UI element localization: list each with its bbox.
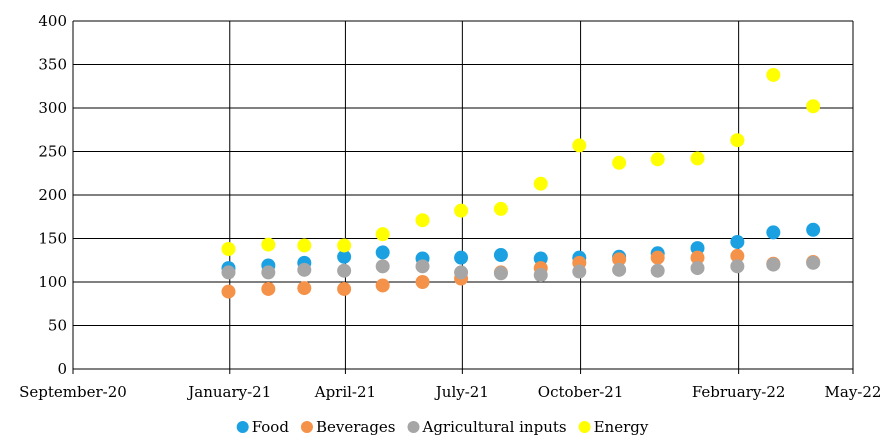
point-energy: [337, 238, 352, 253]
point-energy: [730, 133, 745, 148]
point-beverages: [221, 284, 236, 299]
point-energy: [261, 237, 276, 252]
x-tick-label: April-21: [314, 383, 376, 401]
legend: Food Beverages Agricultural inputs Energy: [236, 418, 649, 436]
point-food: [337, 249, 352, 264]
y-tick-label: 50: [48, 317, 67, 335]
point-energy: [533, 176, 548, 191]
point-beverages: [612, 252, 627, 267]
point-agricultural-inputs: [730, 259, 745, 274]
point-food: [493, 248, 508, 263]
legend-marker: [236, 421, 249, 433]
point-energy: [297, 238, 312, 253]
legend-label: Food: [252, 418, 290, 436]
point-beverages: [415, 275, 430, 289]
point-beverages: [650, 250, 665, 265]
point-energy: [493, 201, 508, 216]
legend-marker: [578, 421, 591, 433]
point-food: [730, 234, 745, 249]
point-energy: [690, 151, 705, 166]
series-agricultural-inputs: [221, 255, 821, 283]
point-food: [533, 251, 548, 266]
point-agricultural-inputs: [612, 262, 627, 277]
point-agricultural-inputs: [337, 263, 352, 278]
x-tick-label: July-21: [434, 383, 489, 401]
legend-item-agricultural-inputs: Agricultural inputs: [407, 418, 567, 436]
point-beverages: [337, 281, 352, 296]
y-tick-label: 250: [38, 143, 67, 161]
point-energy: [415, 213, 430, 228]
point-agricultural-inputs: [493, 266, 508, 281]
x-axis-tick-labels: September-20 January-21 April-21 July-21 Oct…: [19, 383, 881, 401]
point-food: [806, 222, 821, 237]
point-agricultural-inputs: [221, 265, 236, 280]
point-agricultural-inputs: [297, 262, 312, 277]
point-food: [454, 250, 469, 265]
y-axis-tick-labels: 0 50 100 150 200 250 300 350 400: [38, 12, 67, 378]
y-tick-label: 400: [38, 12, 67, 30]
point-beverages: [690, 250, 705, 265]
point-energy: [612, 155, 627, 170]
point-agricultural-inputs: [766, 257, 781, 272]
legend-item-energy: Energy: [578, 418, 649, 436]
point-beverages: [261, 281, 276, 296]
point-agricultural-inputs: [650, 263, 665, 278]
legend-item-food: Food: [236, 418, 290, 436]
point-beverages: [730, 248, 745, 263]
x-tick-label: September-20: [19, 383, 127, 401]
y-tick-label: 0: [57, 360, 67, 378]
x-tick-label: May-22: [825, 383, 882, 401]
point-food: [690, 241, 705, 256]
point-energy: [454, 203, 469, 218]
point-agricultural-inputs: [572, 264, 587, 279]
legend-item-beverages: Beverages: [300, 418, 396, 436]
point-agricultural-inputs: [806, 255, 821, 270]
x-tick-label: February-22: [692, 383, 786, 401]
y-tick-label: 350: [38, 56, 67, 74]
point-agricultural-inputs: [690, 261, 705, 276]
y-tick-label: 100: [38, 273, 67, 291]
y-tick-label: 300: [38, 99, 67, 117]
legend-label: Agricultural inputs: [422, 418, 567, 436]
legend-label: Energy: [594, 418, 649, 436]
point-energy: [766, 67, 781, 82]
point-energy: [572, 138, 587, 153]
point-energy: [650, 152, 665, 167]
point-agricultural-inputs: [415, 259, 430, 274]
point-agricultural-inputs: [533, 268, 548, 283]
point-beverages: [375, 278, 390, 293]
data-points: [221, 67, 821, 299]
y-tick-label: 150: [38, 230, 67, 248]
point-energy: [806, 99, 821, 114]
x-tick-label: January-21: [186, 383, 271, 401]
point-agricultural-inputs: [454, 265, 469, 280]
point-food: [375, 245, 390, 260]
point-agricultural-inputs: [261, 265, 276, 280]
point-agricultural-inputs: [375, 259, 390, 274]
point-energy: [221, 241, 236, 256]
legend-label: Beverages: [316, 418, 396, 436]
point-beverages: [297, 281, 312, 296]
series-energy: [221, 67, 821, 256]
legend-marker: [407, 421, 420, 433]
point-energy: [375, 227, 390, 242]
point-food: [766, 225, 781, 240]
y-tick-label: 200: [38, 186, 67, 204]
x-tick-label: October-21: [538, 383, 624, 401]
legend-marker: [300, 421, 313, 433]
